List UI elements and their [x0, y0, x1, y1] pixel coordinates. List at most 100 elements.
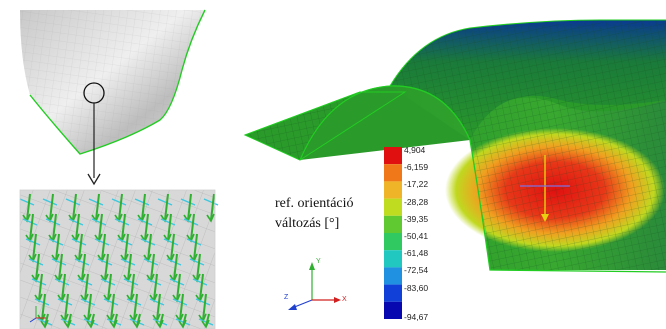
vector-glyph-cyan [19, 198, 35, 206]
legend-swatch [384, 215, 402, 233]
vector-glyph-green [49, 193, 54, 221]
vector-glyph-cyan [88, 198, 104, 206]
legend-value: -72,54 [404, 265, 429, 276]
vector-glyph-green [202, 293, 207, 321]
vector-glyph-arrowhead [86, 319, 95, 329]
legend-value: -28,28 [404, 196, 429, 207]
vector-glyph-green [196, 253, 201, 281]
legend-caption-line2: változás [°] [275, 216, 340, 231]
legend-swatch [384, 164, 402, 182]
vector-glyph-green [144, 213, 149, 241]
vector-glyph-arrowhead [132, 319, 141, 329]
vector-glyph-cyan [45, 218, 61, 226]
legend-value: -50,41 [404, 231, 429, 241]
vector-glyph-green [121, 213, 126, 241]
legend-value: -39,35 [404, 213, 429, 224]
vector-glyph-cyan [163, 238, 179, 246]
vector-glyph-cyan [149, 298, 165, 306]
vector-glyph-cyan [42, 198, 58, 206]
vector-glyph-cyan [25, 238, 41, 246]
vector-glyph-green [64, 293, 69, 321]
vector-glyph-green [164, 193, 169, 221]
vector-glyph-cyan [192, 278, 208, 286]
vector-glyph-cyan [189, 258, 205, 266]
vector-glyph-cyan [166, 258, 182, 266]
legend-value: -83,60 [404, 282, 429, 293]
legend-value: 4,904 [404, 145, 426, 155]
legend-swatch [384, 198, 402, 216]
vector-detail-panel [19, 189, 219, 329]
small-axis-triad [29, 306, 46, 323]
vector-glyph-green [38, 273, 43, 301]
vector-glyph-cyan [57, 298, 73, 306]
vector-glyph-green [193, 233, 198, 261]
vector-glyph-green [61, 273, 66, 301]
legend-swatch [384, 284, 402, 302]
vector-glyph-green [187, 193, 192, 221]
vector-glyph-cyan [91, 218, 107, 226]
vector-glyph-green [199, 273, 204, 301]
vector-glyph-cyan [117, 238, 133, 246]
legend-swatch [384, 250, 402, 268]
vector-glyph-arrowhead [63, 319, 72, 329]
vector-glyph-green [95, 193, 100, 221]
vector-glyph-cyan [172, 298, 188, 306]
vector-glyph-green [150, 253, 155, 281]
vector-glyph-cyan [77, 278, 93, 286]
vector-glyph-cyan [28, 258, 44, 266]
vector-glyph-green [87, 293, 92, 321]
vector-glyph-cyan [134, 198, 150, 206]
vector-glyph-green [210, 193, 215, 221]
vector-glyph-green [41, 293, 46, 321]
vector-glyph-green [29, 213, 34, 241]
vector-glyph-green [156, 293, 161, 321]
vector-glyph-arrowhead [178, 319, 187, 329]
vector-glyph-green [167, 213, 172, 241]
vector-glyph-green [32, 233, 37, 261]
vector-glyph-green [78, 233, 83, 261]
vector-glyph-green [110, 293, 115, 321]
vector-glyph-cyan [195, 298, 211, 306]
legend-swatch [384, 301, 402, 319]
legend-value: -61,48 [404, 248, 429, 259]
vector-glyph-cyan [120, 258, 136, 266]
vector-glyph-arrowhead [206, 213, 215, 223]
tube-model [243, 19, 666, 273]
legend-swatch [384, 233, 402, 251]
vector-glyph-cyan [51, 258, 67, 266]
color-legend [384, 147, 402, 319]
legend-value: -6,159 [404, 162, 429, 173]
vector-glyph-green [141, 193, 146, 221]
vector-glyph-cyan [94, 238, 110, 246]
vector-glyph-cyan [54, 278, 70, 286]
vector-glyph-cyan [68, 218, 84, 226]
vector-glyph-green [147, 233, 152, 261]
vector-glyph-cyan [111, 198, 127, 206]
vector-glyph-cyan [146, 278, 162, 286]
vector-glyph-green [127, 253, 132, 281]
vector-glyph-cyan [97, 258, 113, 266]
vector-glyph-cyan [65, 198, 81, 206]
legend-swatch [384, 267, 402, 285]
vector-glyph-green [101, 233, 106, 261]
legend-caption-line1: ref. orientáció [275, 196, 354, 211]
vector-glyph-cyan [103, 298, 119, 306]
vector-glyph-arrowhead [109, 319, 118, 329]
vector-glyph-green [81, 253, 86, 281]
vector-glyph-cyan [169, 278, 185, 286]
vector-glyph-arrowhead [155, 319, 164, 329]
vector-glyph-green [173, 253, 178, 281]
vector-glyph-green [179, 293, 184, 321]
vector-glyph-cyan [100, 278, 116, 286]
vector-glyph-cyan [186, 238, 202, 246]
vector-glyph-green [153, 273, 158, 301]
vector-glyph-cyan [34, 298, 50, 306]
vector-glyph-cyan [71, 238, 87, 246]
vector-glyph-green [133, 293, 138, 321]
vector-glyph-green [84, 273, 89, 301]
vector-glyph-arrowhead [201, 319, 210, 329]
vector-glyph-green [26, 193, 31, 221]
vector-glyph-cyan [80, 298, 96, 306]
vector-glyph-green [55, 233, 60, 261]
